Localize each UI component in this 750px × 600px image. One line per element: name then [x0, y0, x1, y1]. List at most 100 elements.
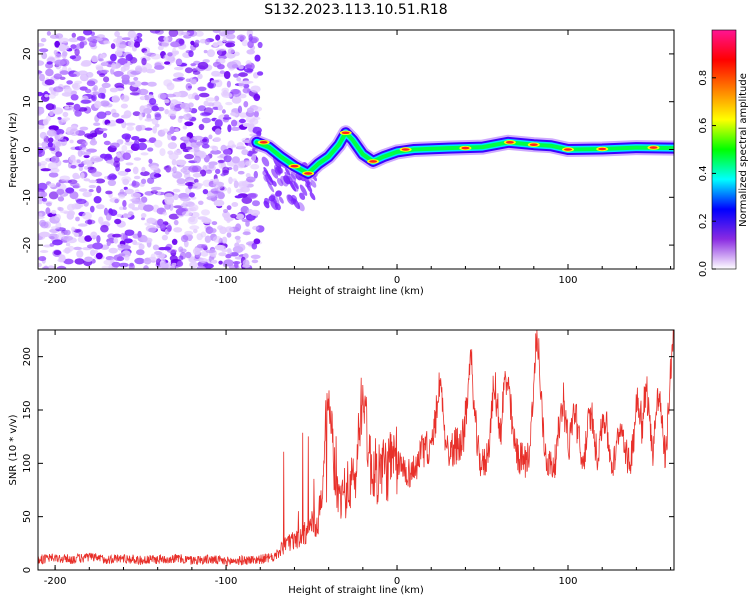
noise-blob — [75, 216, 80, 222]
noise-blob — [57, 116, 62, 120]
noise-blob — [233, 51, 240, 57]
x-tick-label: -200 — [44, 275, 67, 286]
noise-blob — [83, 154, 90, 159]
noise-blob — [206, 81, 216, 89]
y-tick-label: 0 — [22, 567, 33, 573]
noise-blob — [227, 187, 232, 194]
noise-blob — [54, 213, 61, 221]
noise-blob — [180, 235, 189, 243]
noise-blob — [109, 209, 118, 216]
noise-blob — [184, 153, 195, 160]
noise-blob — [195, 30, 204, 37]
noise-blob — [251, 153, 257, 162]
noise-blob — [197, 86, 207, 92]
noise-blob — [242, 122, 252, 127]
noise-blob — [188, 165, 199, 173]
noise-blob — [131, 136, 140, 141]
noise-blob — [54, 59, 65, 66]
noise-blob — [167, 132, 172, 141]
noise-blob — [117, 170, 129, 176]
noise-blob — [103, 259, 113, 266]
noise-blob — [53, 250, 62, 256]
noise-blob — [253, 170, 258, 179]
noise-blob — [124, 255, 130, 261]
noise-blob — [99, 73, 106, 78]
noise-blob — [120, 66, 127, 73]
smear-blob — [286, 194, 295, 205]
noise-blob — [154, 65, 165, 70]
noise-blob — [185, 83, 192, 91]
noise-blob — [121, 74, 130, 81]
noise-blob — [102, 220, 110, 225]
noise-blob — [181, 210, 193, 217]
noise-blob — [102, 132, 107, 138]
noise-blob — [38, 124, 45, 130]
noise-blob — [151, 105, 159, 112]
noise-blob — [251, 259, 259, 264]
noise-blob — [41, 197, 48, 202]
noise-blob — [38, 60, 45, 66]
noise-blob — [53, 91, 59, 96]
noise-blob — [147, 81, 157, 87]
noise-blob — [219, 70, 226, 75]
noise-blob — [157, 92, 167, 100]
noise-blob — [236, 142, 244, 148]
noise-blob — [38, 262, 42, 268]
noise-blob — [173, 205, 184, 209]
noise-blob — [38, 107, 45, 115]
colorbar-bar — [711, 29, 737, 270]
noise-blob — [93, 157, 104, 162]
noise-blob — [129, 262, 135, 267]
noise-blob — [250, 85, 261, 93]
noise-blob — [213, 199, 225, 207]
noise-blob — [201, 244, 208, 249]
noise-blob — [40, 191, 48, 198]
noise-blob — [144, 127, 153, 131]
noise-blob — [40, 37, 47, 43]
spectrogram-y-label: Frequency (Hz) — [8, 112, 19, 188]
noise-blob — [110, 43, 116, 50]
noise-blob — [189, 261, 198, 269]
noise-blob — [95, 178, 106, 184]
smear-blob — [276, 165, 283, 174]
noise-blob — [194, 39, 200, 45]
noise-blob — [62, 159, 70, 163]
noise-blob — [58, 254, 66, 262]
x-tick-label: -100 — [215, 275, 238, 286]
noise-blob — [201, 209, 210, 216]
noise-blob — [84, 235, 93, 242]
noise-blob — [93, 122, 101, 126]
noise-blob — [168, 30, 179, 37]
noise-blob — [79, 126, 89, 131]
noise-blob — [196, 265, 206, 269]
track-hotspot-red — [649, 146, 658, 149]
noise-blob — [55, 151, 63, 158]
noise-blob — [100, 69, 109, 74]
noise-blob — [66, 80, 73, 85]
y-tick-label: 0 — [22, 146, 33, 152]
noise-blob — [165, 165, 172, 173]
spectrogram-x-ticks: -200 -100 0 100 — [44, 30, 672, 286]
noise-blob — [99, 53, 106, 59]
noise-blob — [56, 232, 65, 240]
noise-blob — [141, 235, 148, 243]
noise-blob — [85, 88, 92, 94]
snr-y-ticks: 0 50 100 150 200 — [22, 347, 674, 573]
noise-blob — [215, 168, 221, 174]
smear-blob — [271, 168, 279, 179]
noise-blob — [96, 235, 101, 243]
noise-blob — [141, 217, 145, 221]
noise-blob — [223, 209, 228, 213]
noise-blob — [217, 159, 225, 163]
noise-blob — [50, 226, 60, 230]
noise-blob — [39, 219, 47, 227]
noise-blob — [233, 164, 239, 172]
noise-blob — [80, 172, 85, 180]
noise-blob — [242, 259, 250, 267]
noise-blob — [231, 119, 238, 127]
noise-blob — [163, 36, 169, 42]
noise-blob — [38, 212, 43, 217]
noise-blob — [118, 262, 129, 268]
noise-blob — [231, 89, 242, 98]
